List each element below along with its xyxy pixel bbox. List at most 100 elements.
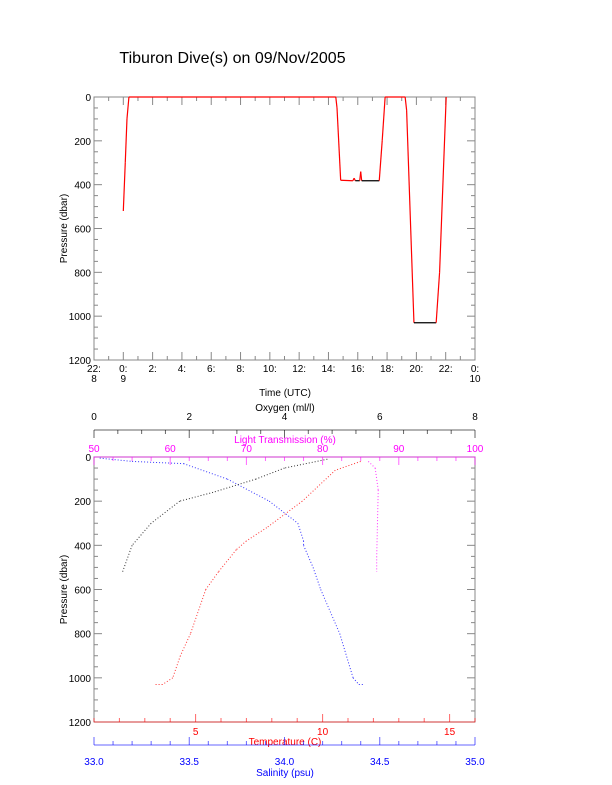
axis-tick-label: 100 — [467, 444, 484, 455]
y-tick-label: 600 — [74, 225, 91, 236]
oxygen-profile-segment — [284, 458, 328, 469]
y-tick-label: 1200 — [69, 356, 92, 367]
x-tick-label: 22: — [439, 364, 453, 375]
pressure-segment — [124, 118, 128, 163]
light-profile-segment — [376, 490, 379, 524]
axis-tick-label: 6 — [377, 412, 383, 423]
y-tick-label: 400 — [74, 541, 91, 552]
axis-tick-label: 4 — [282, 412, 288, 423]
oxygen-profile-segment — [122, 545, 133, 573]
temperature-profile-segment — [190, 589, 207, 634]
pressure-segment — [381, 96, 386, 141]
axis-tick-label: 90 — [393, 444, 405, 455]
oxygen-profile-segment — [150, 500, 181, 524]
pressure-segment — [336, 107, 342, 181]
oxygen-profile-segment — [131, 522, 152, 546]
pressure-segment — [360, 171, 363, 181]
y-tick-label: 1000 — [69, 312, 92, 323]
y-tick-label: 200 — [74, 497, 91, 508]
axis-tick-label: 34.0 — [275, 757, 295, 768]
axis-tick-label: 10 — [317, 727, 329, 738]
x-tick-label: 10: — [263, 364, 277, 375]
salinity-profile-segment — [339, 633, 354, 678]
axis-tick-label: 35.0 — [465, 757, 485, 768]
axis-tick-label: 50 — [88, 444, 100, 455]
light-profile-segment — [376, 523, 378, 557]
oxygen-profile-segment — [255, 467, 285, 480]
pressure-segment — [335, 96, 338, 109]
axis-tick-label: 60 — [165, 444, 177, 455]
temperature-profile-segment — [172, 655, 181, 678]
x-tick-label-day: 9 — [121, 374, 127, 385]
axis-tick-label: 33.0 — [84, 757, 104, 768]
temperature-profile-segment — [179, 633, 191, 656]
y-tick-label: 800 — [74, 268, 91, 279]
y-axis-label: Pressure (dbar) — [59, 194, 70, 263]
axis-title: Oxygen (ml/l) — [255, 403, 314, 414]
x-tick-label: 22: — [87, 364, 101, 375]
temperature-profile-segment — [218, 549, 237, 573]
x-tick-label-day: 8 — [91, 374, 97, 385]
x-tick-label: 2: — [148, 364, 156, 375]
axis-tick-label: 8 — [472, 412, 478, 423]
salinity-profile-segment — [99, 457, 133, 462]
x-tick-label: 14: — [322, 364, 336, 375]
pressure-segment — [435, 272, 441, 323]
temperature-profile-segment — [335, 460, 361, 471]
y-tick-label: 1000 — [69, 674, 92, 685]
pressure-segment — [122, 162, 126, 211]
salinity-profile-segment — [320, 589, 341, 634]
y-axis-label: Pressure (dbar) — [59, 555, 70, 624]
axis-tick-label: 80 — [317, 444, 329, 455]
axis-tick-label: 33.5 — [180, 757, 200, 768]
axis-tick-label: 70 — [241, 444, 253, 455]
pressure-segment — [406, 110, 415, 323]
temperature-profile-segment — [301, 469, 336, 502]
light-profile-segment — [367, 461, 376, 469]
temperature-profile-segment — [205, 571, 219, 590]
y-tick-label: 400 — [74, 181, 91, 192]
x-tick-label: 20: — [409, 364, 423, 375]
y-tick-label: 800 — [74, 630, 91, 641]
x-axis-label: Time (UTC) — [259, 388, 311, 399]
y-tick-label: 600 — [74, 586, 91, 597]
salinity-profile-segment — [297, 523, 305, 542]
axis-tick-label: 0 — [91, 412, 97, 423]
salinity-profile-segment — [132, 460, 184, 465]
temperature-profile-segment — [246, 527, 267, 542]
salinity-profile-segment — [303, 545, 314, 568]
salinity-profile-segment — [227, 478, 270, 502]
pressure-segment — [438, 96, 447, 273]
x-tick-label: 8: — [236, 364, 244, 375]
pressure-segment — [126, 96, 130, 119]
x-tick-label: 0: — [119, 364, 127, 375]
figure-title: Tiburon Dive(s) on 09/Nov/2005 — [119, 50, 346, 67]
temperature-profile-segment — [266, 500, 303, 529]
temperature-profile-segment — [235, 540, 247, 551]
pressure-segment — [353, 177, 356, 181]
axis-tick-label: 2 — [186, 412, 192, 423]
y-tick-label: 200 — [74, 137, 91, 148]
oxygen-profile-segment — [179, 491, 214, 502]
salinity-profile-segment — [312, 567, 322, 590]
temperature-profile-segment — [162, 677, 174, 685]
x-tick-label: 4: — [178, 364, 186, 375]
salinity-profile-segment — [268, 500, 299, 524]
x-tick-label: 18: — [380, 364, 394, 375]
pressure-segment — [404, 96, 408, 111]
axis-tick-label: 5 — [193, 727, 199, 738]
x-tick-label-day: 10 — [469, 374, 481, 385]
y-tick-label: 1200 — [69, 718, 92, 729]
pressure-segment — [378, 140, 383, 181]
axis-title: Salinity (psu) — [256, 768, 314, 779]
x-tick-label: 0: — [471, 364, 479, 375]
salinity-profile-segment — [183, 463, 228, 480]
plot-frame — [93, 96, 476, 361]
salinity-profile-segment — [352, 677, 360, 685]
y-tick-label: 0 — [85, 453, 91, 464]
light-profile-segment — [374, 467, 379, 491]
plot-frame — [93, 456, 476, 723]
x-tick-label: 16: — [351, 364, 365, 375]
axis-tick-label: 34.5 — [370, 757, 390, 768]
